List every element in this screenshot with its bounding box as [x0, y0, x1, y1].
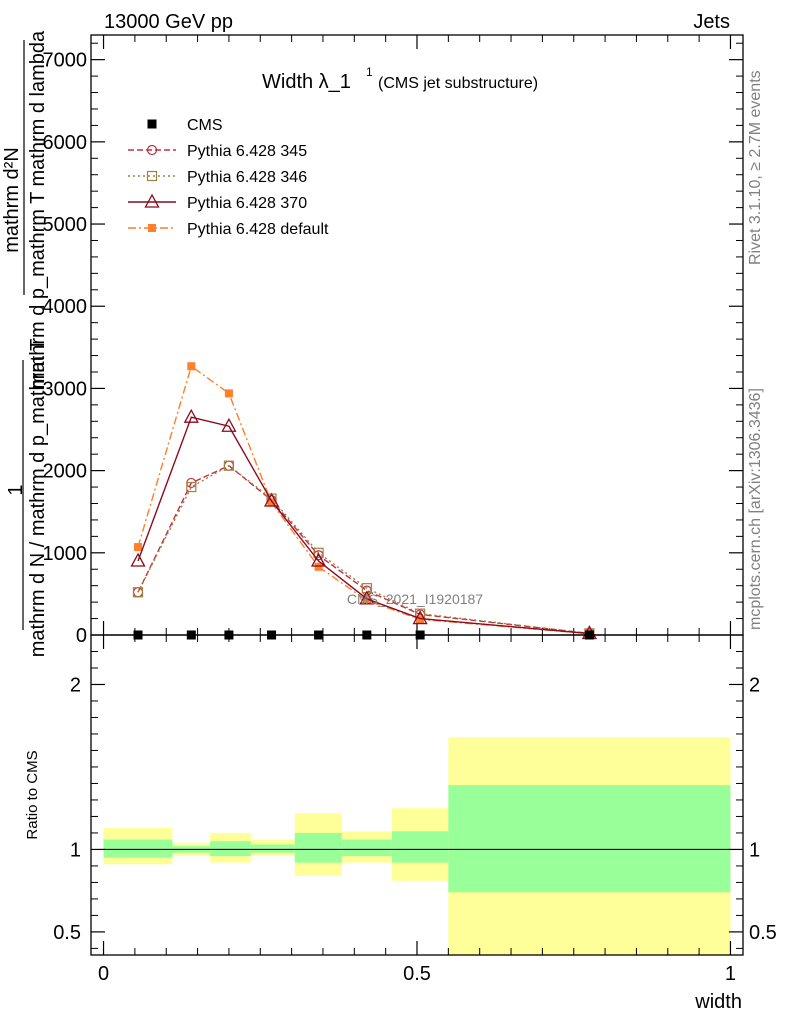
- plot-title-suffix: (CMS jet substructure): [378, 75, 538, 92]
- series-line: [137, 464, 590, 635]
- ratio-inner-band: [341, 839, 392, 857]
- y-label-denominator: mathrm d p_mathrm T mathrm d lambda: [27, 30, 49, 389]
- data-point: [412, 610, 428, 625]
- series-pythia-6-428-345: [132, 460, 595, 639]
- data-point: [221, 417, 237, 432]
- legend-label: Pythia 6.428 default: [187, 221, 329, 238]
- legend-entry: Pythia 6.428 370: [128, 193, 307, 212]
- legend-label: Pythia 6.428 346: [187, 169, 307, 186]
- ratio-y-label: Ratio to CMS: [24, 750, 41, 839]
- ratio-tick-label: 1: [70, 839, 81, 861]
- ratio-tick-label-right: 2: [749, 674, 760, 696]
- ratio-plot: 0.5 0.5 1 1 2 2 0 0.5 1: [53, 635, 777, 985]
- data-point: [416, 615, 425, 624]
- ratio-tick-label: 0.5: [53, 922, 81, 944]
- legend-marker: [148, 224, 156, 232]
- legend-marker: [146, 170, 158, 182]
- y-tick-label: 7000: [43, 50, 88, 72]
- legend-entry: Pythia 6.428 346: [128, 169, 307, 186]
- legend-marker: [146, 144, 158, 156]
- x-axis-label: width: [694, 991, 742, 1013]
- plot-title-superscript: 1: [366, 65, 373, 79]
- data-point: [132, 587, 144, 598]
- ratio-inner-band: [448, 785, 731, 893]
- data-point: [223, 460, 235, 471]
- ratio-tick-label-right: 1: [749, 839, 760, 861]
- y-tick-label: 4000: [43, 296, 88, 318]
- legend-label: Pythia 6.428 345: [187, 143, 307, 160]
- y-tick-label: 2000: [43, 461, 88, 483]
- data-point: [186, 481, 197, 493]
- data-point: [183, 408, 199, 423]
- main-plot: 1000 2000 3000 4000 5000 6000 7000 0: [43, 35, 743, 647]
- y-tick-label-zero: 0: [76, 625, 87, 647]
- plot-title: Width λ_1 1 (CMS jet substructure): [262, 65, 538, 93]
- legend-label: Pythia 6.428 370: [187, 195, 307, 212]
- data-point: [130, 552, 146, 567]
- data-point: [359, 590, 375, 605]
- plot-title-main: Width λ_1: [262, 71, 351, 93]
- data-point: [263, 492, 280, 507]
- ratio-plot-frame: [90, 634, 744, 956]
- analysis-watermark: CMS_2021_I1920187: [347, 591, 483, 607]
- data-point: [362, 596, 371, 605]
- header-energy: 13000 GeV pp: [104, 11, 233, 33]
- ratio-inner-band: [103, 839, 173, 858]
- legend-label: CMS: [187, 117, 223, 134]
- data-point: [314, 562, 323, 571]
- ratio-tick-label-right: 0.5: [749, 922, 777, 944]
- y-tick-label: 6000: [43, 132, 88, 154]
- y-tick-label: 1000: [43, 543, 88, 565]
- y-axis-label: 1 mathrm d N / mathrm d p_mathrm T mathr…: [1, 30, 49, 657]
- y-tick-label: 5000: [43, 214, 88, 236]
- legend-marker: [144, 193, 160, 208]
- y-label-prefactor-num: 1: [5, 484, 27, 495]
- data-point: [134, 543, 143, 552]
- series-pythia-6-428-346: [132, 460, 595, 639]
- ratio-tick-label: 2: [70, 674, 81, 696]
- y-label-numerator: mathrm d²N: [1, 147, 23, 253]
- legend: CMS Pythia 6.428 345 Pythia 6.428 346 Pythi…: [128, 117, 329, 238]
- data-point: [267, 498, 276, 507]
- series-line: [137, 416, 590, 635]
- series-line: [137, 365, 590, 635]
- data-point: [313, 547, 324, 558]
- ratio-inner-band: [250, 844, 295, 853]
- y-label-prefactor-den: mathrm d N / mathrm d p_mathrm T: [27, 339, 49, 658]
- mcplots-label: mcplots.cern.ch [arXiv:1306.3436]: [747, 388, 764, 630]
- data-point: [187, 362, 196, 371]
- data-point: [310, 552, 327, 567]
- data-point: [224, 389, 233, 398]
- x-tick-label: 0: [98, 963, 109, 985]
- ratio-inner-band: [294, 832, 342, 863]
- x-tick-label: 1: [725, 963, 736, 985]
- legend-marker: [147, 119, 157, 129]
- rivet-version-label: Rivet 3.1.10, ≥ 2.7M events: [747, 70, 764, 265]
- header-process: Jets: [693, 11, 730, 33]
- x-tick-label: 0.5: [403, 963, 431, 985]
- y-tick-label: 3000: [43, 378, 88, 400]
- ratio-inner-band: [391, 831, 449, 863]
- ratio-inner-band: [210, 841, 251, 857]
- legend-entry: CMS: [147, 117, 223, 134]
- legend-entry: Pythia 6.428 default: [128, 221, 329, 238]
- series-line: [137, 464, 590, 635]
- legend-entry: Pythia 6.428 345: [128, 143, 307, 160]
